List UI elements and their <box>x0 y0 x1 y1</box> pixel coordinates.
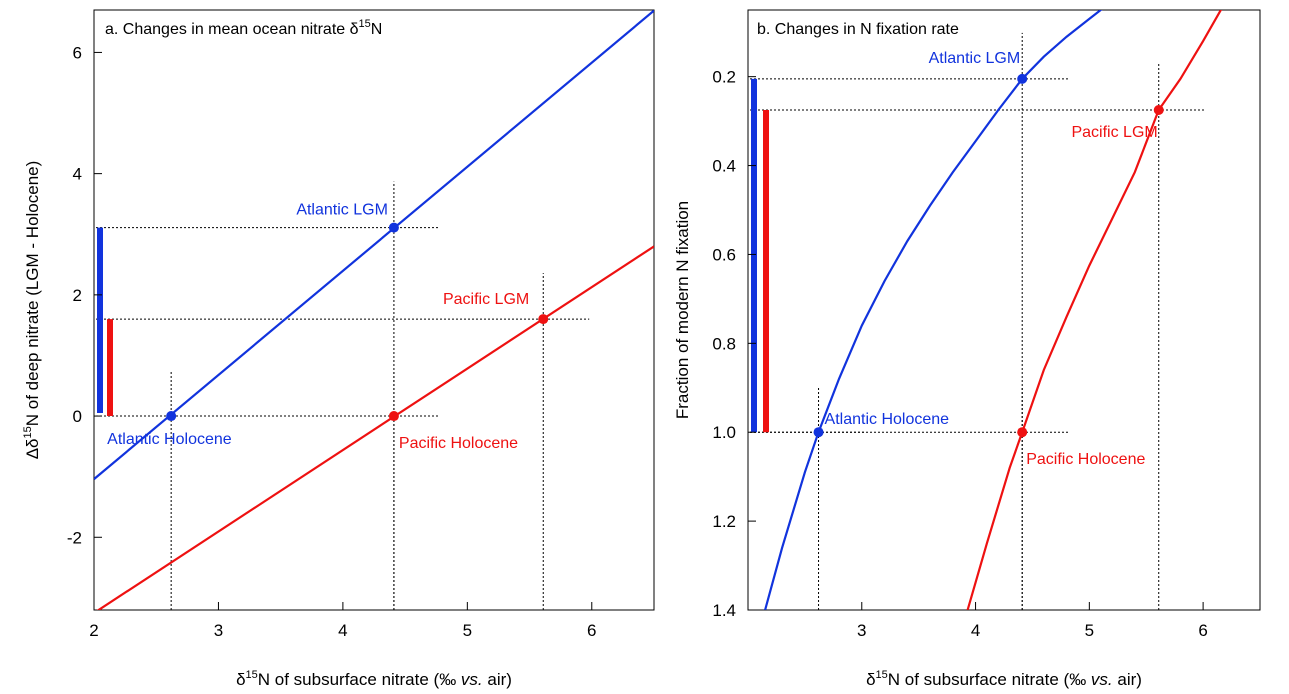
panel-b-guides <box>750 32 1205 610</box>
panel-b-series <box>764 10 1223 610</box>
panel-b-points <box>813 73 1164 438</box>
data-point <box>388 411 399 422</box>
x-tick-label: 6 <box>587 621 596 640</box>
point-label: Atlantic LGM <box>929 50 1021 67</box>
data-point <box>813 427 824 438</box>
data-point <box>388 222 399 233</box>
y-tick-label: 6 <box>73 43 82 62</box>
data-point <box>166 411 177 422</box>
panel-a-guides <box>96 181 590 610</box>
panel-b: 3 4 5 6 0.2 0.4 0.6 0.8 1.0 1.2 1.4 b. Changes in… <box>673 9 1261 689</box>
panel-a-x-ticks: 2 3 4 5 6 <box>89 602 597 640</box>
panel-b-title: b. Changes in N fixation rate <box>757 21 959 38</box>
panel-a-point-labels: Atlantic Holocene Atlantic LGM Pacific Hol… <box>107 202 529 452</box>
panel-b-frame <box>747 9 1261 611</box>
x-tick-label: 4 <box>971 621 980 640</box>
panel-b-y-axis-label: Fraction of modern N fixation <box>673 201 692 419</box>
y-tick-label: 0.8 <box>712 334 736 353</box>
panel-b-y-ticks: 0.2 0.4 0.6 0.8 1.0 1.2 1.4 <box>712 68 756 620</box>
panel-a-points <box>166 222 549 422</box>
data-point <box>1017 73 1028 84</box>
y-tick-label: 2 <box>73 286 82 305</box>
x-tick-label: 4 <box>338 621 347 640</box>
panel-a-range-bars <box>97 227 113 417</box>
data-point <box>1017 427 1028 438</box>
y-tick-label: 0.2 <box>712 68 736 87</box>
point-label: Atlantic Holocene <box>107 431 232 448</box>
x-tick-label: 3 <box>214 621 223 640</box>
panel-a-frame <box>93 9 655 611</box>
point-label: Pacific Holocene <box>399 435 518 452</box>
y-tick-label: 1.4 <box>712 601 736 620</box>
x-tick-label: 2 <box>89 621 98 640</box>
x-tick-label: 5 <box>463 621 472 640</box>
panel-a-y-ticks: -2 0 2 4 6 <box>67 43 102 547</box>
series-line-pacific <box>96 245 654 610</box>
panel-a-x-axis-label: δ15N of subsurface nitrate (‰ vs. air) <box>236 669 512 689</box>
y-tick-label: -2 <box>67 528 82 547</box>
data-point <box>1153 105 1164 115</box>
panel-b-point-labels: Atlantic Holocene Atlantic LGM Pacific Hol… <box>825 50 1158 468</box>
panel-b-x-ticks: 3 4 5 6 <box>857 602 1208 640</box>
x-tick-label: 3 <box>857 621 866 640</box>
panel-a-series <box>94 10 654 610</box>
y-tick-label: 4 <box>73 165 82 184</box>
x-tick-label: 5 <box>1085 621 1094 640</box>
point-label: Pacific LGM <box>443 291 529 308</box>
y-tick-label: 1.0 <box>712 423 736 442</box>
panel-b-range-bars <box>751 78 769 433</box>
point-label: Pacific Holocene <box>1026 451 1145 468</box>
point-label: Atlantic LGM <box>296 202 388 219</box>
y-tick-label: 0.4 <box>712 157 736 176</box>
y-tick-label: 1.2 <box>712 512 736 531</box>
data-point <box>538 314 549 325</box>
panel-a: 2 3 4 5 6 -2 0 2 4 6 a. Changes in mean ocean ni… <box>22 9 655 689</box>
point-label: Pacific LGM <box>1071 124 1157 141</box>
panel-a-title: a. Changes in mean ocean nitrate δ15N <box>105 18 382 38</box>
series-line-atlantic <box>764 10 1103 610</box>
point-label: Atlantic Holocene <box>825 411 950 428</box>
y-tick-label: 0 <box>73 407 82 426</box>
panel-a-y-axis-label: Δδ15N of deep nitrate (LGM - Holocene) <box>22 161 42 460</box>
panel-b-x-axis-label: δ15N of subsurface nitrate (‰ vs. air) <box>866 669 1142 689</box>
x-tick-label: 6 <box>1198 621 1207 640</box>
y-tick-label: 0.6 <box>712 245 736 264</box>
series-line-atlantic <box>94 10 654 480</box>
series-line-pacific <box>966 10 1223 610</box>
